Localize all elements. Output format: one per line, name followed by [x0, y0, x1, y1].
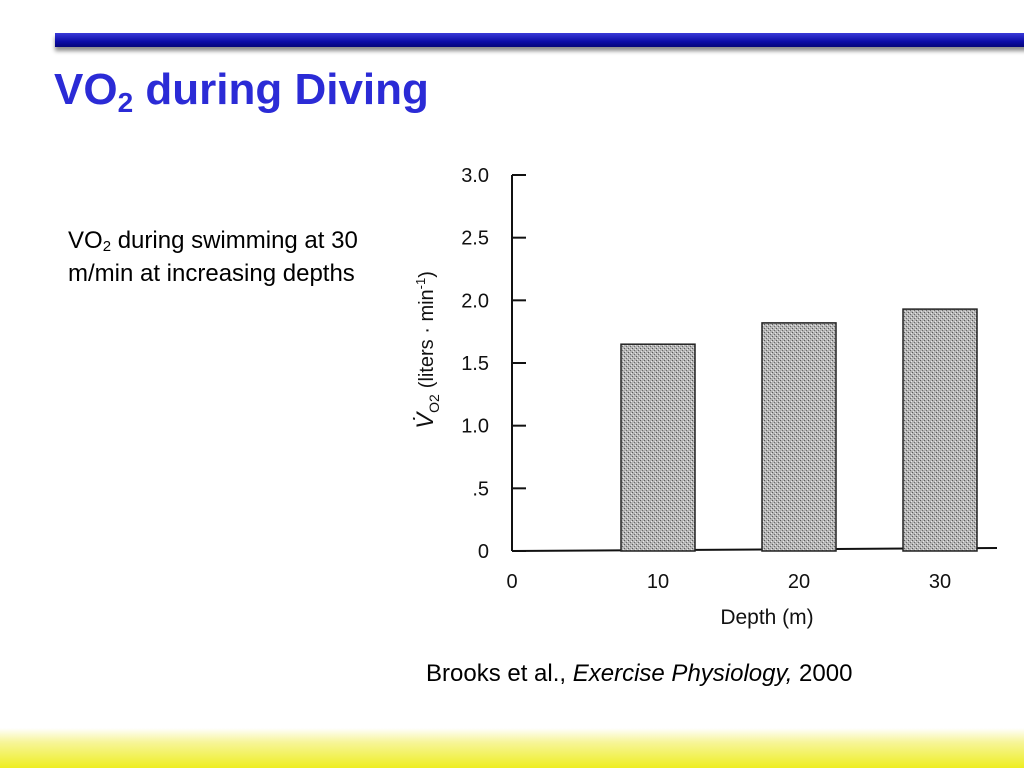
x-tick-label: 30 [929, 571, 951, 593]
x-tick-label: 20 [788, 571, 810, 593]
y-axis-label-close: ) [416, 271, 438, 278]
slide-title-rest: during Diving [133, 65, 429, 114]
bars [620, 308, 978, 552]
x-tick-label: 0 [506, 571, 517, 593]
citation-authors: Brooks et al., [426, 660, 573, 687]
y-tick-label: 2.5 [461, 228, 489, 250]
citation-year: 2000 [792, 660, 853, 687]
slide-title-subscript: 2 [117, 87, 134, 118]
bar [902, 308, 978, 552]
x-axis: 0 10 20 30 [506, 547, 998, 593]
x-axis-label: Depth (m) [720, 606, 813, 629]
y-axis-label-units-sup: -1 [413, 278, 428, 290]
description-main: VO [68, 227, 103, 254]
bar [761, 322, 837, 552]
description-rest: during swimming at 30 m/min at increasin… [68, 227, 358, 287]
citation: Brooks et al., Exercise Physiology, 2000 [426, 660, 852, 688]
description-subscript: 2 [102, 238, 112, 255]
bottom-band [0, 728, 1024, 768]
citation-book: Exercise Physiology, [572, 660, 793, 687]
y-axis-label-symbol: V̇ [411, 411, 439, 429]
y-tick-label: 3.0 [461, 165, 489, 187]
y-axis-label-units: (liters · min [416, 289, 438, 388]
y-tick-label: 2.0 [461, 290, 489, 312]
y-tick-label: 1.5 [461, 353, 489, 375]
x-tick-label: 10 [647, 571, 669, 593]
y-tick-label: 1.0 [461, 416, 489, 438]
y-tick-label: .5 [472, 478, 489, 500]
y-axis-label-symbol-sub: O2 [426, 394, 442, 413]
title-bar [55, 33, 1024, 47]
slide-description: VO2 during swimming at 30 m/min at incre… [68, 224, 388, 290]
bar [620, 343, 696, 552]
slide-title: VO2 during Diving [54, 64, 429, 118]
slide-title-main: VO [54, 65, 118, 114]
y-tick-label: 0 [478, 541, 489, 563]
y-axis: 0 .5 1.0 1.5 2.0 2.5 3.0 [461, 165, 526, 563]
y-axis-label: V̇O2 (liters · min-1) [411, 271, 442, 429]
